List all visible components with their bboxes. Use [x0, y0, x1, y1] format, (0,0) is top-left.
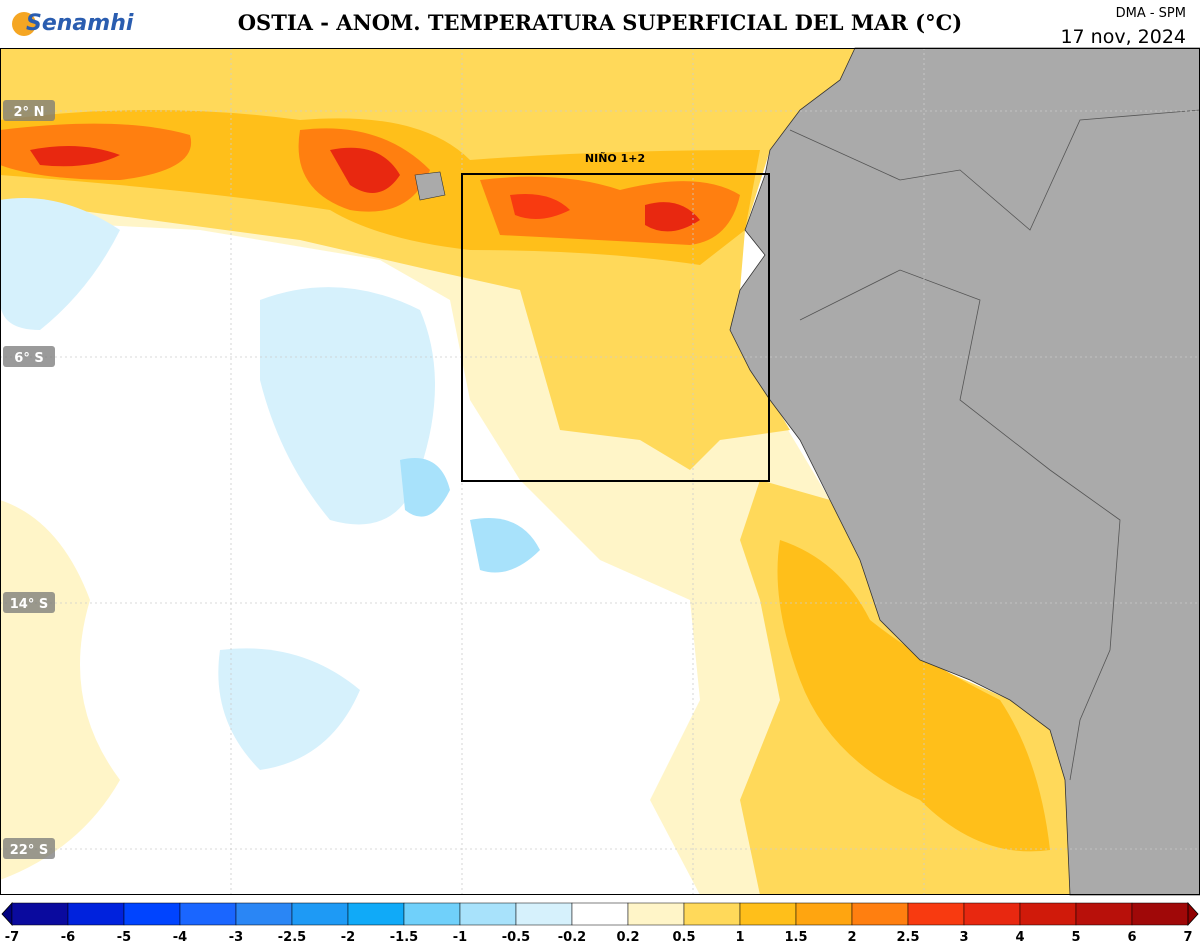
latitude-label-bg [3, 838, 55, 859]
anomaly-area [470, 518, 540, 573]
colorbar-tick-label: -1.5 [390, 930, 418, 945]
colorbar-segment [1075, 902, 1133, 926]
colorbar-segment [1019, 902, 1077, 926]
colorbar-segment [739, 902, 797, 926]
colorbar-segment [11, 902, 69, 926]
colorbar-tick-label: -2 [341, 930, 355, 945]
colorbar-tick-label: -6 [61, 930, 75, 945]
latitude-label-bg [3, 346, 55, 367]
title: OSTIA - ANOM. TEMPERATURA SUPERFICIAL DE… [238, 10, 963, 35]
colorbar-tick-label: 1 [735, 930, 744, 945]
region-label: NIÑO 1+2 [585, 152, 645, 165]
date: 17 nov, 2024 [1060, 26, 1186, 48]
colorbar-tick-label: -2.5 [278, 930, 306, 945]
colorbar-segment [403, 902, 461, 926]
colorbar-tick-label: 1.5 [784, 930, 807, 945]
colorbar-segment [291, 902, 349, 926]
latitude-label: 22° S [10, 843, 48, 858]
colorbar-tick-label: 0.2 [616, 930, 639, 945]
land [729, 47, 1200, 896]
latitude-label: 6° S [14, 351, 43, 366]
anomaly-area [645, 202, 700, 232]
anomaly-area [260, 287, 435, 525]
map: NIÑO 1+2 2° N 6° S 14° S 22° S [0, 47, 1200, 896]
logo-sun [12, 12, 36, 36]
colorbar-tick-label: -0.5 [502, 930, 530, 945]
colorbar-tick-label: -0.2 [558, 930, 586, 945]
colorbar-tick-label: 2.5 [896, 930, 919, 945]
nino-region-box [461, 173, 770, 482]
colorbar-segment [1131, 902, 1189, 926]
colorbar-tick-label: 2 [847, 930, 856, 945]
colorbar: -7 -6 -5 -4 -3 -2.5 -2 -1.5 -1 -0.5 -0.2 0.2 0.5 1 1.5… [1, 901, 1199, 945]
colorbar-segment [67, 902, 125, 926]
colorbar-tick-label: 3 [959, 930, 968, 945]
grid [0, 48, 1200, 895]
anomaly-area [330, 147, 400, 193]
borders [789, 109, 1200, 781]
latitude-label: 2° N [14, 105, 45, 120]
colorbar-segment [851, 902, 909, 926]
source: DMA - SPM [1116, 6, 1186, 21]
colorbar-tick-label: 6 [1127, 930, 1136, 945]
colorbar-segment [347, 902, 405, 926]
colorbar-tick-label: -1 [453, 930, 467, 945]
anomaly-area [400, 458, 450, 517]
galapagos [414, 171, 446, 201]
colorbar-segment [683, 902, 741, 926]
colorbar-segment [235, 902, 293, 926]
colorbar-segment [515, 902, 573, 926]
colorbar-segment [963, 902, 1021, 926]
colorbar-tick-label: 4 [1015, 930, 1024, 945]
colorbar-over [1187, 901, 1199, 927]
latitude-label-bg [3, 100, 55, 121]
colorbar-tick-label: -4 [173, 930, 187, 945]
colorbar-segment [459, 902, 517, 926]
colorbar-segment [179, 902, 237, 926]
latitude-label-bg [3, 592, 55, 613]
anomaly-area [0, 198, 120, 330]
anomaly-area [30, 146, 120, 167]
colorbar-segment [627, 902, 685, 926]
latitude-labels: 2° N 6° S 14° S 22° S [3, 100, 55, 859]
colorbar-tick-label: -7 [5, 930, 19, 945]
anomaly-area [777, 540, 1050, 852]
colorbar-tick-label: -5 [117, 930, 131, 945]
anomaly-area [510, 194, 570, 219]
logo-text: Senamhi [26, 11, 134, 36]
colorbar-under [1, 901, 13, 927]
latitude-label: 14° S [10, 597, 48, 612]
colorbar-segment [795, 902, 853, 926]
colorbar-tick-label: 0.5 [672, 930, 695, 945]
colorbar-segment [571, 902, 629, 926]
colorbar-tick-label: 5 [1071, 930, 1080, 945]
colorbar-tick-label: 7 [1183, 930, 1192, 945]
colorbar-segment [123, 902, 181, 926]
colorbar-tick-label: -3 [229, 930, 243, 945]
logo: Senamhi [12, 11, 134, 36]
anomaly-area [218, 648, 360, 770]
colorbar-segment [907, 902, 965, 926]
